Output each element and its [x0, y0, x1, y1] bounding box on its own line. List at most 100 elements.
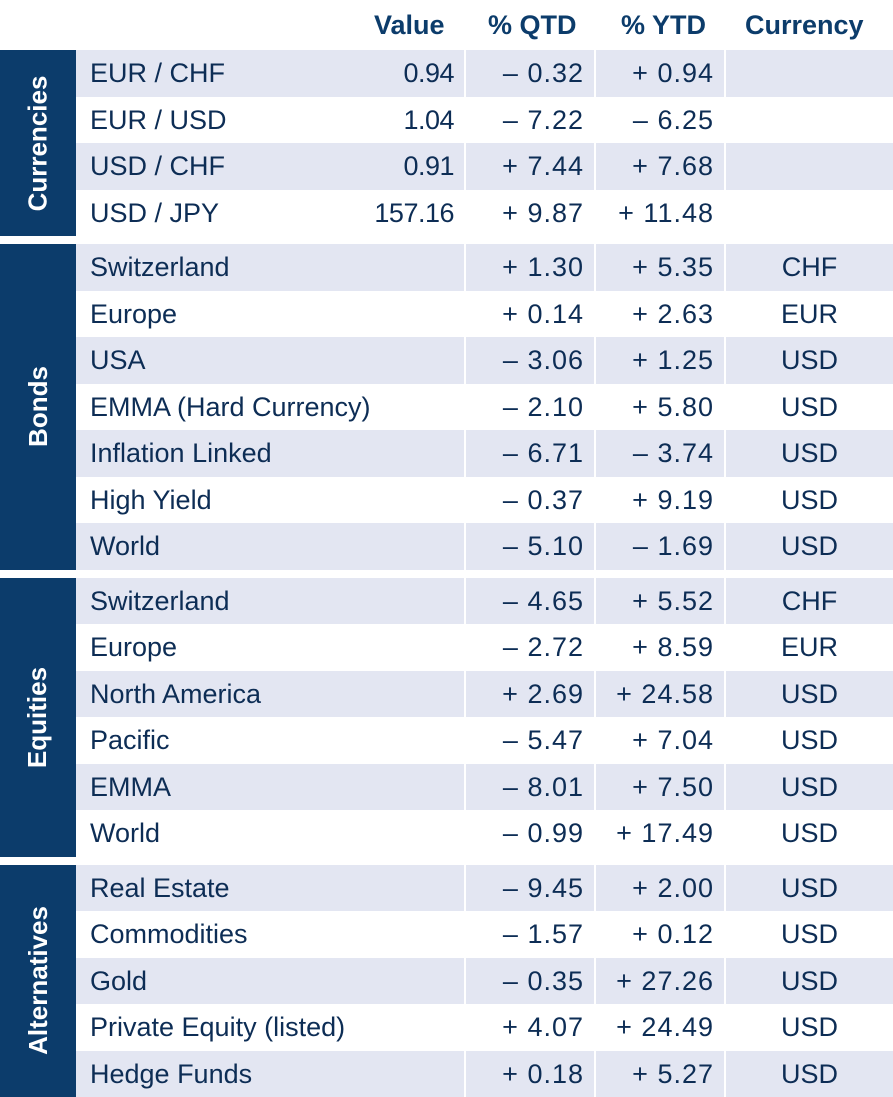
row-currency: EUR: [726, 624, 893, 671]
row-ytd: + 8.59: [596, 624, 724, 671]
row-qtd: – 8.01: [466, 764, 594, 811]
header-value: Value: [374, 0, 445, 50]
row-qtd: – 3.06: [466, 337, 594, 384]
row-value: [76, 958, 464, 1005]
row-value: 0.94: [76, 50, 464, 97]
row-currency: [726, 50, 893, 97]
group-label: Currencies: [0, 50, 76, 236]
row-value: [76, 477, 464, 524]
row-qtd: – 0.37: [466, 477, 594, 524]
row-currency: USD: [726, 911, 893, 958]
row-value: [76, 337, 464, 384]
row-value: [76, 291, 464, 338]
row-currency: USD: [726, 430, 893, 477]
row-value: [76, 671, 464, 718]
row-currency: USD: [726, 384, 893, 431]
row-ytd: + 1.25: [596, 337, 724, 384]
row-qtd: – 9.45: [466, 865, 594, 912]
row-qtd: – 0.35: [466, 958, 594, 1005]
row-currency: USD: [726, 477, 893, 524]
row-currency: USD: [726, 958, 893, 1005]
row-value: [76, 1051, 464, 1097]
row-ytd: + 5.80: [596, 384, 724, 431]
row-ytd: + 0.12: [596, 911, 724, 958]
row-value: 157.16: [76, 190, 464, 237]
row-ytd: + 5.27: [596, 1051, 724, 1097]
row-qtd: – 5.47: [466, 717, 594, 764]
group-label: Alternatives: [0, 865, 76, 1097]
group-label-text: Bonds: [23, 366, 54, 447]
row-ytd: + 24.49: [596, 1004, 724, 1051]
row-ytd: + 27.26: [596, 958, 724, 1005]
row-qtd: – 0.99: [466, 810, 594, 857]
row-ytd: + 17.49: [596, 810, 724, 857]
row-value: [76, 810, 464, 857]
row-qtd: + 7.44: [466, 143, 594, 190]
row-ytd: + 2.63: [596, 291, 724, 338]
group-label: Bonds: [0, 244, 76, 570]
row-qtd: – 2.10: [466, 384, 594, 431]
row-qtd: + 2.69: [466, 671, 594, 718]
row-currency: CHF: [726, 578, 893, 625]
row-ytd: + 11.48: [596, 190, 724, 237]
row-currency: [726, 97, 893, 144]
row-value: [76, 384, 464, 431]
row-currency: EUR: [726, 291, 893, 338]
row-qtd: + 4.07: [466, 1004, 594, 1051]
row-ytd: + 9.19: [596, 477, 724, 524]
row-ytd: – 6.25: [596, 97, 724, 144]
row-qtd: + 0.14: [466, 291, 594, 338]
row-currency: USD: [726, 1051, 893, 1097]
row-value: [76, 430, 464, 477]
row-qtd: + 1.30: [466, 244, 594, 291]
row-currency: USD: [726, 671, 893, 718]
row-currency: USD: [726, 337, 893, 384]
row-value: [76, 244, 464, 291]
row-value: 1.04: [76, 97, 464, 144]
row-ytd: + 24.58: [596, 671, 724, 718]
row-qtd: – 1.57: [466, 911, 594, 958]
row-ytd: + 5.35: [596, 244, 724, 291]
row-value: 0.91: [76, 143, 464, 190]
row-qtd: – 6.71: [466, 430, 594, 477]
group-label: Equities: [0, 578, 76, 857]
row-ytd: + 5.52: [596, 578, 724, 625]
group-label-text: Currencies: [23, 75, 54, 211]
row-currency: [726, 143, 893, 190]
row-ytd: + 7.68: [596, 143, 724, 190]
row-qtd: + 9.87: [466, 190, 594, 237]
row-qtd: – 2.72: [466, 624, 594, 671]
row-qtd: – 4.65: [466, 578, 594, 625]
row-currency: USD: [726, 865, 893, 912]
header-qtd: % QTD: [488, 0, 577, 50]
group-label-text: Alternatives: [23, 906, 54, 1055]
row-qtd: – 5.10: [466, 523, 594, 570]
group-label-text: Equities: [23, 666, 54, 767]
row-value: [76, 865, 464, 912]
row-ytd: + 0.94: [596, 50, 724, 97]
row-ytd: + 2.00: [596, 865, 724, 912]
